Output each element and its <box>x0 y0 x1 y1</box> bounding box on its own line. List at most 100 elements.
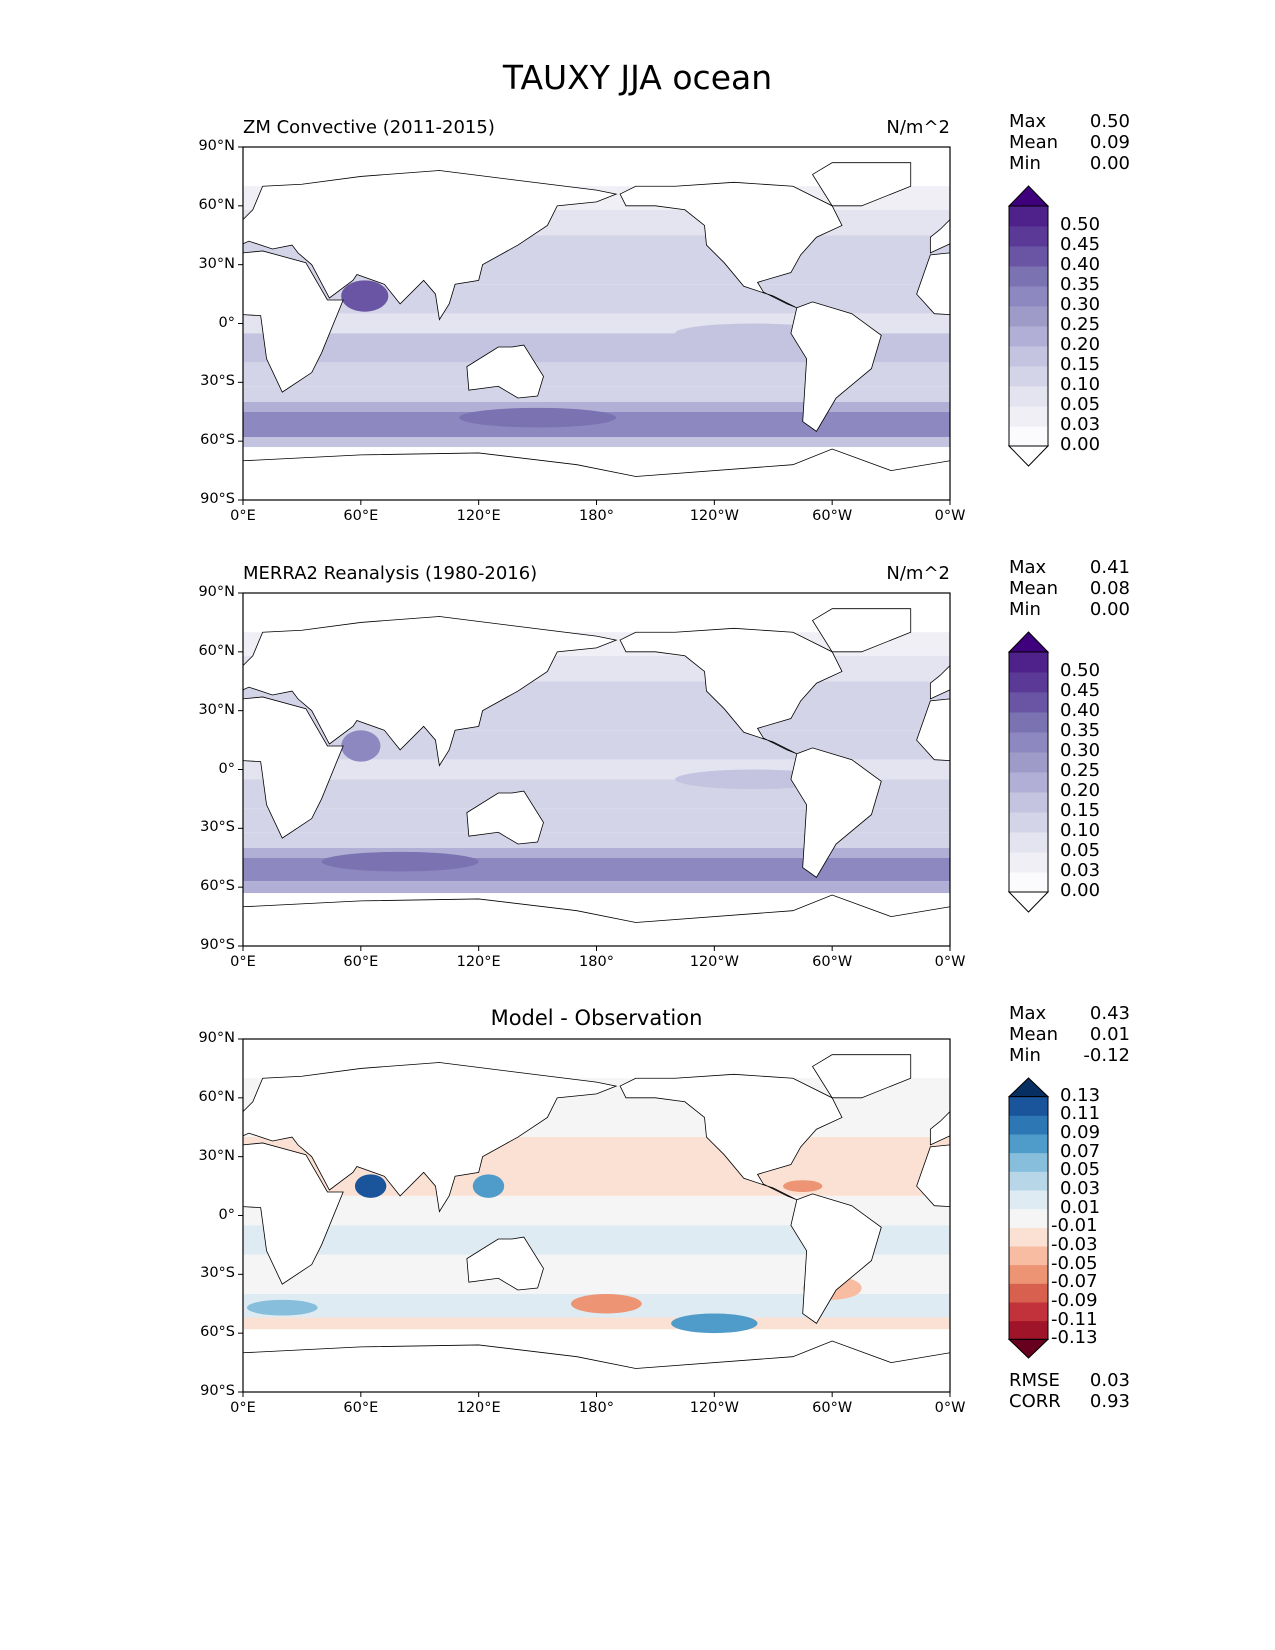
stat-value: 0.00 <box>1089 153 1130 174</box>
colorbar-tick-label: -0.05 <box>1051 1252 1098 1274</box>
colorbar-tick-label: 0.05 <box>1060 394 1101 415</box>
colorbar-segment <box>1009 206 1048 227</box>
colorbar-segment <box>1009 226 1048 247</box>
lat-tick-label: 30°N <box>198 255 235 272</box>
coastline-australia <box>466 344 544 399</box>
lon-tick-label: 60°E <box>343 508 379 524</box>
stat-label: CORR <box>1009 1391 1061 1412</box>
panel-title: MERRA2 Reanalysis (1980-2016) <box>243 563 538 584</box>
coastline-antarctica <box>243 1340 950 1392</box>
map-panel-1 <box>238 146 1251 505</box>
colorbar-tick-label: 0.50 <box>1060 660 1101 681</box>
colorbar-segment <box>1009 1227 1048 1247</box>
coastline-namerica <box>619 1073 843 1201</box>
stat-label: Min <box>1009 599 1041 620</box>
colorbar-under-extend <box>1007 445 1050 467</box>
coastline-australia <box>1174 791 1251 844</box>
stat-value: 0.09 <box>1089 132 1130 153</box>
coastline-eurasia <box>929 1110 950 1146</box>
field-anomaly <box>341 730 381 762</box>
coastline-antarctica <box>949 460 950 500</box>
colorbar-tick-label: -0.11 <box>1051 1308 1098 1330</box>
colorbar-tick-label: 0.50 <box>1060 214 1101 235</box>
colorbar-tick-label: 0.09 <box>1060 1122 1101 1143</box>
coastline-antarctica <box>949 906 950 946</box>
colorbar <box>1007 631 1050 913</box>
lon-tick-label: 0°W <box>934 508 966 524</box>
coastline-australia <box>1174 345 1251 398</box>
lat-tick-label: 90°S <box>200 1383 235 1399</box>
lat-tick-label: 0° <box>218 1206 235 1223</box>
colorbar-tick-label: 0.11 <box>1060 1103 1101 1125</box>
lon-tick-label: 60°W <box>812 954 853 970</box>
colorbar-tick-label: 0.15 <box>1060 354 1101 375</box>
lon-tick-label: 180° <box>579 1400 614 1416</box>
coastline-africa <box>916 1144 950 1208</box>
colorbar-tick-label: 0.25 <box>1060 314 1101 335</box>
field-anomaly <box>671 1313 758 1334</box>
lat-tick-label: 30°S <box>200 1265 235 1282</box>
colorbar-segment <box>1009 266 1048 287</box>
colorbar-tick-label: -0.09 <box>1051 1290 1098 1311</box>
lat-tick-label: 90°S <box>200 937 235 953</box>
colorbar-segment <box>1009 692 1048 713</box>
lat-tick-label: 90°N <box>198 1030 235 1046</box>
colorbar-frame <box>1008 1096 1049 1340</box>
lon-tick-label: 0°W <box>934 954 966 970</box>
lat-tick-label: 30°S <box>200 819 235 836</box>
lat-tick-label: 60°S <box>200 878 235 895</box>
colorbar-tick-label: 0.05 <box>1060 1159 1101 1181</box>
lon-tick-label: 60°E <box>343 954 379 970</box>
colorbar <box>1007 1077 1050 1359</box>
stat-value: 0.50 <box>1089 111 1130 132</box>
colorbar-segment <box>1009 792 1048 813</box>
colorbar-segment <box>1009 386 1048 407</box>
colorbar-tick-label: 0.00 <box>1060 434 1101 455</box>
field-anomaly <box>472 1174 505 1198</box>
map-field <box>243 608 1251 946</box>
colorbar-segment <box>1009 1283 1048 1303</box>
colorbar-segment <box>1009 832 1048 853</box>
lon-tick-label: 120°W <box>689 1400 739 1416</box>
coastline-africa <box>243 696 344 839</box>
colorbar-segment <box>1009 1096 1048 1116</box>
colorbar-tick-label: 0.30 <box>1060 740 1101 761</box>
field-band <box>243 808 950 833</box>
coastline-australia <box>466 1236 544 1291</box>
colorbar-tick-label: 0.35 <box>1060 720 1101 741</box>
field-anomaly <box>459 407 617 428</box>
colorbar-segment <box>1009 326 1048 347</box>
stat-value: 0.03 <box>1089 1370 1130 1391</box>
colorbar-segment <box>1009 346 1048 367</box>
lat-tick-label: 60°S <box>200 432 235 449</box>
lon-tick-label: 0°E <box>230 508 256 524</box>
colorbar-segment <box>1009 426 1048 447</box>
lat-tick-label: 30°N <box>198 701 235 718</box>
colorbar-tick-label: 0.35 <box>1060 274 1101 295</box>
coastline-australia <box>1174 1237 1251 1290</box>
lon-tick-label: 120°E <box>456 1400 501 1416</box>
coastline-namerica <box>619 181 843 309</box>
coastline-eurasia <box>929 664 950 700</box>
coastline-samerica <box>790 747 882 878</box>
field-band <box>243 362 950 387</box>
colorbar-tick-label: 0.10 <box>1060 820 1101 841</box>
field-band <box>243 847 950 858</box>
lat-tick-label: 60°N <box>198 196 235 213</box>
colorbar-segment <box>1009 732 1048 753</box>
coastline-greenland <box>811 162 912 207</box>
colorbar-tick-label: 0.03 <box>1060 1178 1101 1199</box>
colorbar-over-extend <box>1007 631 1050 653</box>
colorbar-tick-label: 0.20 <box>1060 334 1101 355</box>
colorbar-tick-label: 0.45 <box>1060 234 1101 255</box>
lon-tick-label: 120°E <box>456 508 501 524</box>
stat-value: 0.00 <box>1089 599 1130 620</box>
field-band <box>243 401 950 412</box>
lon-tick-label: 60°W <box>812 508 853 524</box>
field-anomaly <box>341 280 389 312</box>
lat-tick-label: 60°N <box>198 1088 235 1105</box>
colorbar-segment <box>1009 1115 1048 1135</box>
colorbar-segment <box>1009 1302 1048 1322</box>
lat-tick-label: 90°N <box>198 584 235 600</box>
colorbar-segment <box>1009 1190 1048 1210</box>
